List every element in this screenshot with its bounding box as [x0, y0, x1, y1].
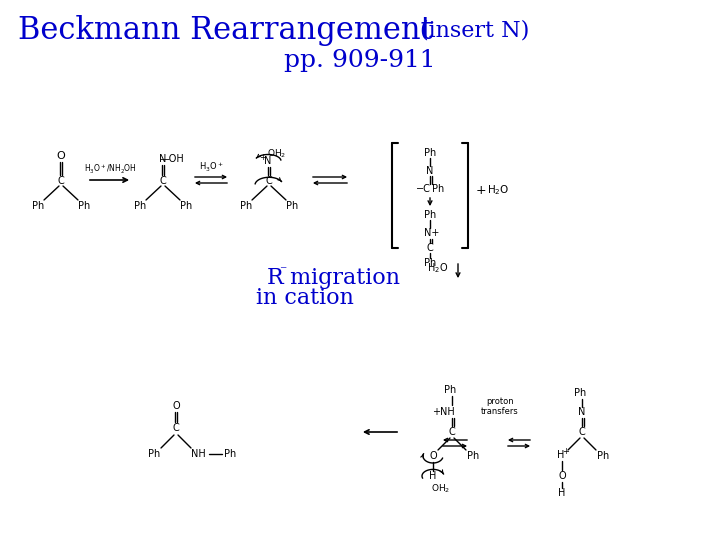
Text: Ph: Ph	[78, 201, 90, 211]
Text: C: C	[449, 427, 455, 437]
Text: Ph: Ph	[32, 201, 44, 211]
Text: C: C	[427, 243, 433, 253]
Text: O: O	[57, 151, 66, 161]
Text: N+: N+	[424, 228, 440, 238]
Text: C: C	[58, 176, 64, 186]
Text: Ph: Ph	[224, 449, 236, 459]
Text: C: C	[266, 176, 272, 186]
Text: migration: migration	[283, 267, 400, 289]
Text: Ph: Ph	[424, 148, 436, 158]
Text: H$_2$O: H$_2$O	[487, 183, 509, 197]
Text: +: +	[476, 184, 486, 197]
Text: Ph: Ph	[574, 388, 586, 398]
Text: Ph: Ph	[240, 201, 252, 211]
Text: O: O	[429, 451, 437, 461]
Text: N: N	[264, 156, 271, 166]
Text: H: H	[557, 450, 564, 460]
Text: Ph: Ph	[286, 201, 298, 211]
Text: —OH: —OH	[160, 154, 184, 164]
Text: N: N	[159, 154, 167, 164]
Text: Ph: Ph	[597, 451, 609, 461]
Text: +: +	[260, 152, 266, 161]
Text: H: H	[429, 471, 437, 481]
Text: O: O	[558, 471, 566, 481]
Text: +: +	[562, 448, 570, 456]
Text: H: H	[558, 488, 566, 498]
Text: +NH: +NH	[431, 407, 454, 417]
Text: Ph: Ph	[467, 451, 479, 461]
Text: R: R	[267, 267, 284, 289]
Text: H$_3$O$^+$: H$_3$O$^+$	[199, 160, 223, 173]
Text: NH: NH	[191, 449, 205, 459]
Text: ⁻: ⁻	[279, 264, 287, 278]
Text: C: C	[160, 176, 166, 186]
Text: pp. 909-911: pp. 909-911	[284, 49, 436, 71]
Text: OH$_2$: OH$_2$	[267, 148, 287, 160]
Text: Ph: Ph	[424, 210, 436, 220]
Text: (insert N): (insert N)	[420, 19, 529, 41]
Text: O: O	[172, 401, 180, 411]
Text: C: C	[173, 423, 179, 433]
Text: N: N	[578, 407, 585, 417]
Text: −C: −C	[415, 184, 431, 194]
Text: proton: proton	[486, 397, 514, 407]
Text: Ph: Ph	[134, 201, 146, 211]
Text: OH$_2$: OH$_2$	[431, 483, 451, 495]
Text: Ph: Ph	[444, 385, 456, 395]
Text: Ph: Ph	[424, 258, 436, 268]
Text: Ph: Ph	[432, 184, 444, 194]
Text: Beckmann Rearrangement: Beckmann Rearrangement	[18, 15, 433, 45]
Text: transfers: transfers	[481, 408, 519, 416]
Text: H$_3$O$^+$/NH$_2$OH: H$_3$O$^+$/NH$_2$OH	[84, 163, 136, 176]
Text: N: N	[426, 166, 433, 176]
Text: Ph: Ph	[180, 201, 192, 211]
Text: in cation: in cation	[256, 287, 354, 309]
Text: C: C	[579, 427, 585, 437]
Text: Ph: Ph	[148, 449, 160, 459]
Text: H$_2$O: H$_2$O	[428, 261, 449, 275]
